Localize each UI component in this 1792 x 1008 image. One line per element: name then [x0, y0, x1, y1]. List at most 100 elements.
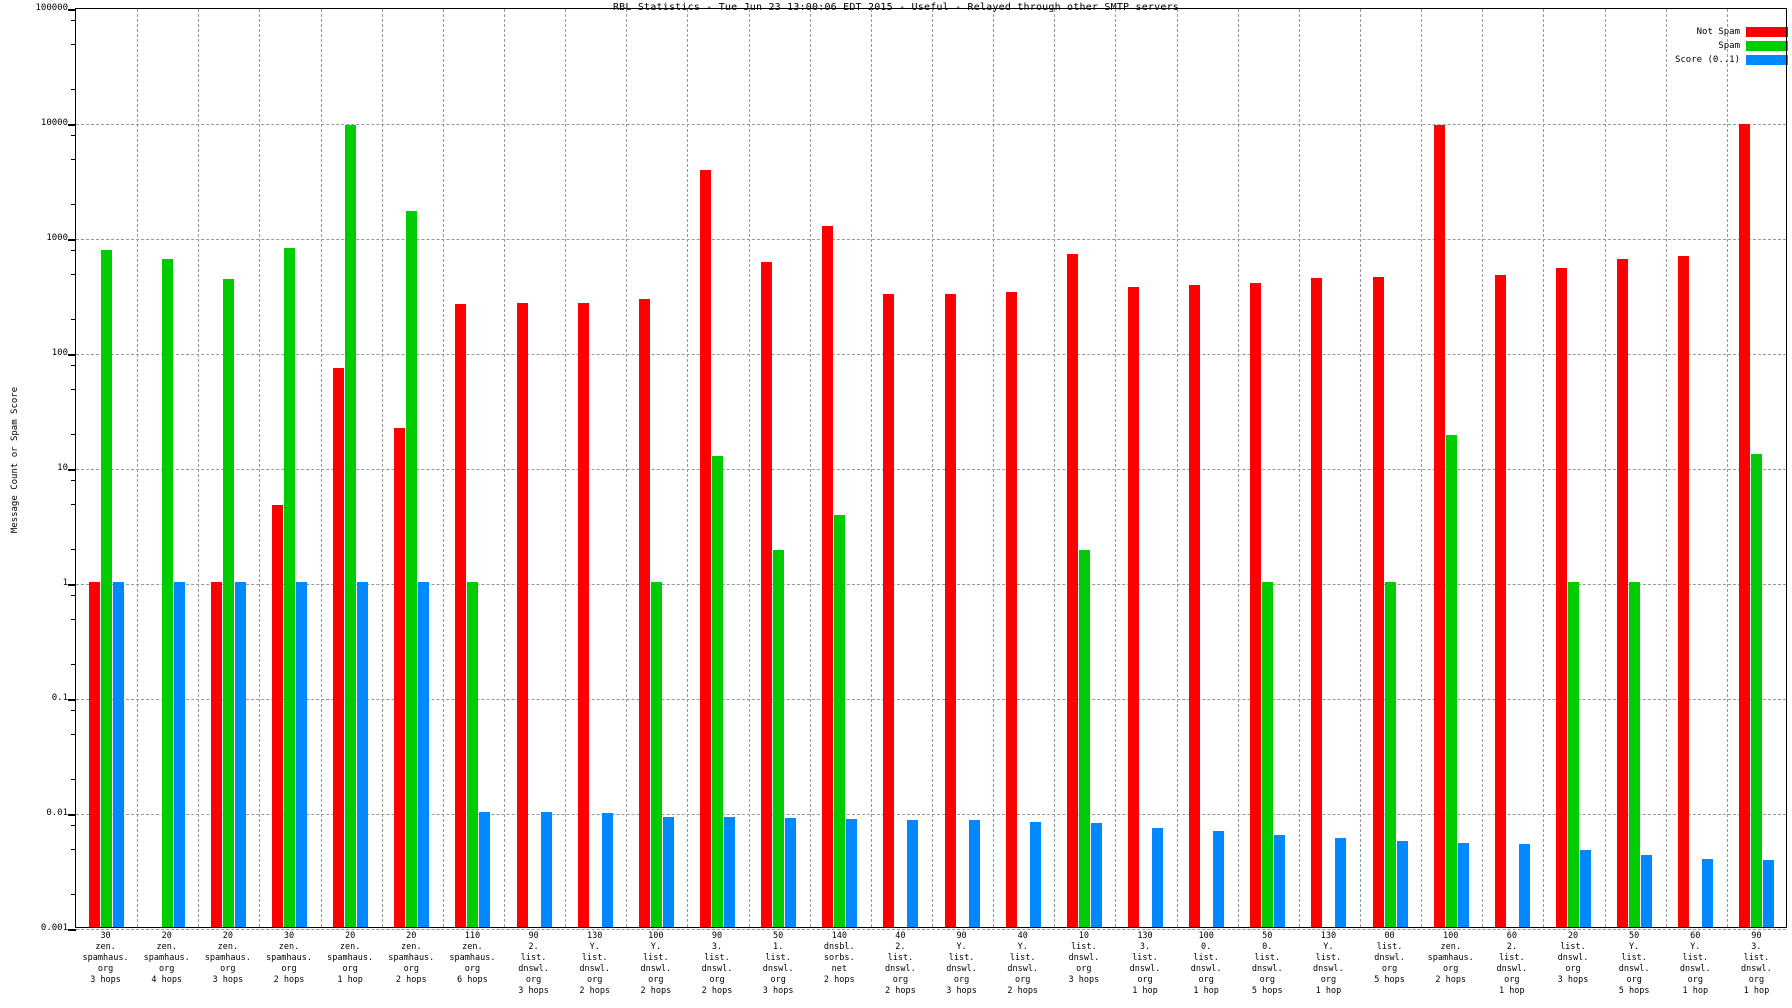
y-axis-tick-label: 0.01 — [46, 808, 68, 818]
x-axis-tick-label: 20 zen. spamhaus. org 1 hop — [327, 931, 374, 985]
y-axis-minor-tick — [71, 595, 76, 597]
bar-group — [455, 9, 491, 927]
bar-not-spam — [1556, 267, 1567, 927]
bar-score — [1457, 842, 1469, 927]
gridline-vertical — [748, 9, 750, 927]
y-axis-minor-tick — [71, 204, 76, 206]
x-axis-tick-label: 130 Y. list. dnswl. org 2 hops — [579, 931, 611, 996]
bar-group — [394, 9, 430, 927]
bar-not-spam — [761, 261, 773, 927]
x-axis-tick-label: 10 list. dnswl. org 3 hops — [1068, 931, 1100, 985]
x-axis-tick-label: 100 0. list. dnswl. org 1 hop — [1190, 931, 1222, 996]
bar-group — [700, 9, 736, 927]
bar-group — [1617, 9, 1653, 927]
gridline-vertical — [565, 9, 567, 927]
bar-score — [1641, 855, 1653, 927]
bar-score — [479, 812, 491, 927]
y-axis-minor-tick — [71, 43, 76, 45]
bar-not-spam — [1250, 282, 1262, 927]
gridline-horizontal — [76, 354, 1786, 355]
bar-group — [1066, 9, 1103, 927]
bar-spam — [1568, 582, 1579, 927]
bar-score — [1029, 821, 1041, 927]
y-axis-title: Message Count or Spam Score — [10, 386, 20, 534]
x-axis-tick-label: 90 3. list. dnswl. org 1 hop — [1741, 931, 1772, 996]
gridline-vertical — [932, 9, 933, 927]
x-axis-tick-label: 40 2. list. dnswl. org 2 hops — [885, 931, 916, 996]
x-axis-tick-label: 130 3. list. dnswl. org 1 hop — [1129, 931, 1161, 996]
bar-not-spam — [577, 303, 589, 927]
gridline-horizontal — [76, 239, 1786, 240]
bar-not-spam — [944, 293, 956, 927]
gridline-vertical — [1726, 9, 1728, 927]
bar-score — [662, 817, 674, 927]
bar-not-spam — [88, 582, 100, 927]
y-axis-minor-tick — [71, 20, 76, 22]
legend-swatch — [1746, 54, 1788, 65]
bar-not-spam — [1494, 275, 1506, 927]
y-axis-tick-label: 100000 — [35, 3, 68, 13]
gridline-horizontal — [76, 124, 1786, 125]
gridline-vertical — [870, 9, 872, 927]
y-axis-tick — [68, 699, 76, 701]
gridline-vertical — [320, 9, 322, 927]
bar-spam — [406, 210, 418, 927]
y-axis-tick — [68, 239, 76, 241]
x-axis-tick-label: 50 Y. list. dnswl. org 5 hops — [1618, 931, 1650, 996]
gridline-vertical — [198, 9, 200, 927]
y-axis-minor-tick — [71, 135, 76, 137]
bar-group — [822, 9, 858, 927]
y-axis-tick — [68, 9, 76, 11]
bar-not-spam — [1066, 254, 1078, 927]
bar-group — [883, 9, 919, 927]
bar-group — [1494, 9, 1531, 927]
gridline-vertical — [1543, 9, 1545, 927]
y-axis-tick — [68, 124, 76, 126]
x-axis-tick-label: 100 Y. list. dnswl. org 2 hops — [640, 931, 672, 996]
bar-score — [1335, 838, 1347, 927]
bar-group — [577, 9, 614, 927]
y-axis-minor-tick — [71, 894, 76, 896]
bar-not-spam — [272, 504, 283, 927]
x-axis-tick-label: 90 3. list. dnswl. org 2 hops — [701, 931, 733, 996]
bar-group — [1250, 9, 1286, 927]
bar-score — [601, 813, 613, 927]
gridline-horizontal — [76, 584, 1786, 585]
x-axis-tick-label: 20 zen. spamhaus. org 3 hops — [204, 931, 251, 985]
x-axis-labels: 30 zen. spamhaus. org 3 hops 20 zen. spamhaus. o… — [75, 931, 1787, 1008]
y-axis-minor-tick — [71, 825, 76, 827]
y-axis-minor-tick — [71, 779, 76, 781]
gridline-vertical — [504, 9, 505, 927]
y-axis-minor-tick — [71, 618, 76, 620]
bar-group — [210, 9, 247, 927]
bar-score — [1090, 823, 1102, 927]
x-axis-tick-label: 20 zen. spamhaus. org 2 hops — [388, 931, 435, 985]
legend-label: Spam — [1718, 40, 1740, 51]
bar-spam — [1751, 453, 1763, 927]
gridline-vertical — [1604, 9, 1606, 927]
x-axis-tick-label: 30 zen. spamhaus. org 2 hops — [265, 931, 313, 985]
x-axis-tick-label: 40 Y. list. dnswl. org 2 hops — [1007, 931, 1039, 996]
bar-score — [1763, 860, 1775, 927]
bar-spam — [222, 279, 234, 927]
legend-item: Spam — [1718, 40, 1788, 51]
bar-spam — [161, 258, 173, 927]
bar-not-spam — [1617, 259, 1629, 927]
bar-not-spam — [516, 303, 528, 927]
gridline-horizontal — [76, 929, 1786, 930]
bar-group — [1311, 9, 1347, 927]
y-axis-minor-tick — [71, 273, 76, 275]
y-axis-minor-tick — [71, 89, 76, 91]
y-axis-minor-tick — [71, 434, 76, 436]
bar-score — [1580, 849, 1591, 927]
y-axis-tick — [68, 929, 76, 931]
bar-not-spam — [333, 368, 345, 927]
y-axis-tick — [68, 354, 76, 356]
gridline-vertical — [626, 9, 628, 927]
bar-score — [540, 812, 552, 927]
gridline-vertical — [1665, 9, 1667, 927]
y-axis-minor-tick — [71, 319, 76, 321]
x-axis-tick-label: 60 Y. list. dnswl. org 1 hop — [1679, 931, 1711, 996]
gridline-vertical — [1421, 9, 1423, 927]
